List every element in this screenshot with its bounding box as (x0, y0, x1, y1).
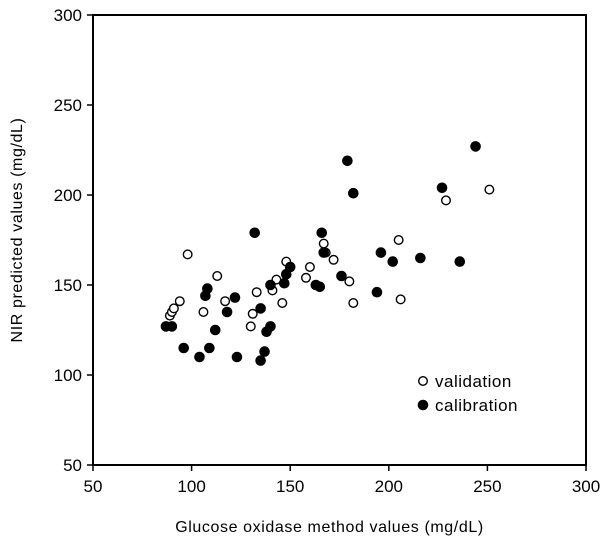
y-axis-title: NIR predicted values (mg/dL) (9, 118, 26, 343)
points-layer (160, 141, 495, 366)
validation-point (393, 234, 404, 245)
x-axis-title: Glucose oxidase method values (mg/dL) (175, 519, 484, 536)
calibration-point (178, 342, 190, 354)
x-tick-label: 50 (84, 477, 103, 496)
calibration-point (265, 321, 276, 332)
axes-layer: 50 100 150 200 250 300 50 100 150 200 250 300 Glucos… (9, 6, 600, 536)
calibration-point (202, 283, 213, 294)
legend-marker-validation (418, 376, 429, 387)
y-tick-label: 200 (54, 186, 82, 205)
calibration-point (278, 277, 290, 289)
calibration-point (316, 227, 328, 239)
plot-frame (92, 14, 587, 466)
legend-marker-calibration (417, 399, 429, 411)
y-tick-label: 250 (54, 96, 82, 115)
calibration-point (454, 256, 466, 267)
validation-point (440, 195, 451, 206)
validation-point (251, 287, 262, 298)
series-validation (164, 184, 495, 332)
calibration-point (204, 342, 215, 354)
validation-point (168, 303, 179, 314)
calibration-point (371, 286, 383, 298)
calibration-point (249, 227, 261, 239)
x-tick-label: 250 (473, 477, 501, 496)
legend: validation calibration (417, 372, 518, 415)
validation-point (182, 249, 193, 260)
calibration-point (221, 306, 233, 318)
x-tick-label: 150 (276, 477, 304, 496)
calibration-point (255, 303, 266, 314)
calibration-point (284, 261, 296, 273)
y-tick-label: 50 (63, 456, 82, 475)
validation-point (328, 254, 339, 265)
calibration-point (255, 355, 266, 366)
calibration-point (265, 279, 276, 291)
calibration-point (194, 351, 205, 363)
calibration-point (318, 247, 330, 258)
calibration-point (336, 270, 347, 282)
validation-point (344, 276, 355, 287)
calibration-point (229, 292, 241, 303)
x-tick-label: 300 (572, 477, 600, 496)
y-tick-label: 150 (54, 276, 82, 295)
validation-point (245, 321, 256, 332)
y-tick-label: 300 (54, 6, 82, 25)
calibration-point (436, 182, 448, 194)
calibration-point (375, 247, 387, 258)
validation-point (484, 184, 495, 195)
calibration-point (342, 155, 353, 167)
calibration-point (231, 351, 243, 363)
x-tick-label: 100 (177, 477, 205, 496)
validation-point (395, 294, 406, 305)
validation-point (198, 307, 209, 318)
calibration-point (470, 141, 481, 152)
calibration-point (209, 324, 221, 336)
y-tick-label: 100 (54, 366, 82, 385)
validation-point (300, 272, 311, 283)
validation-point (348, 298, 359, 309)
calibration-point (166, 321, 178, 332)
series-calibration (160, 141, 481, 366)
calibration-point (348, 187, 359, 199)
validation-point (304, 262, 315, 273)
legend-label-calibration: calibration (435, 396, 518, 415)
calibration-point (387, 256, 399, 267)
validation-point (212, 271, 223, 282)
calibration-point (314, 281, 326, 293)
x-tick-label: 200 (375, 477, 403, 496)
calibration-point (259, 346, 270, 357)
legend-label-validation: validation (435, 372, 512, 391)
validation-point (220, 296, 231, 307)
calibration-point (415, 252, 426, 264)
validation-point (174, 296, 185, 307)
validation-point (318, 238, 329, 249)
validation-point (277, 298, 288, 309)
validation-point (247, 308, 258, 319)
